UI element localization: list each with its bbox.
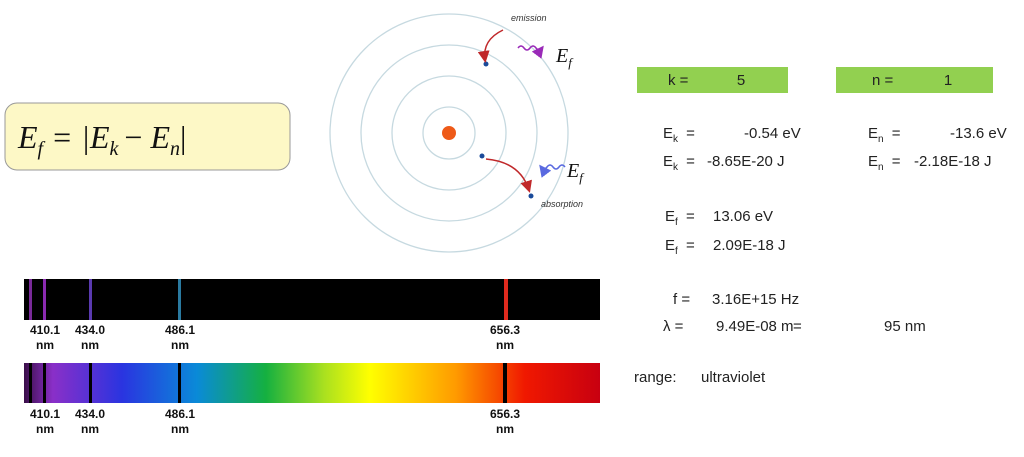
formula-sub: f [38,138,46,160]
spectral-line [504,279,508,320]
equals: = [793,318,802,335]
formula: Ef = |Ek − En| [17,119,186,160]
photon-sub: f [568,55,574,70]
unit-label: nm [171,422,189,436]
k-value: 5 [737,72,745,89]
spectral-line [89,279,92,320]
symbol: E [665,208,675,225]
wavelength-label: 434.0 [75,323,105,337]
formula-part: E [17,119,38,155]
emission-spectrum [24,279,600,320]
subscript: k [673,162,679,173]
n-label: n = [872,72,894,89]
symbol: E [868,125,878,142]
results: Ek = -0.54 eV En = -13.6 eV Ek = -8.65E-20 J E… [663,125,1007,257]
wavelength-label: 410.1 [30,323,60,337]
energy-value: -13.6 eV [950,125,1007,142]
spectrum-labels: 410.1nm434.0nm486.1nm656.3nm410.1nm434.0… [30,323,520,436]
formula-sub: n [170,138,180,160]
energy-label: Ek = [663,153,695,173]
wavelength-label: 486.1 [165,323,195,337]
subscript: f [675,246,678,257]
unit-label: nm [81,338,99,352]
range-label: range: [634,369,677,386]
subscript: n [878,134,884,145]
wavelength-label: λ = [663,318,684,335]
energy-value: -2.18E-18 J [914,153,992,170]
wavelength-label: 410.1 [30,407,60,421]
absorption-line [29,363,32,403]
formula-part: |E [81,119,110,155]
spectral-line [43,279,46,320]
k-box [637,67,788,93]
equals: = [682,125,695,142]
atom-diagram [329,13,569,253]
energy-label: Ek = [663,125,695,145]
formula-part: = [53,119,71,155]
wavelength-nm: 95 nm [884,318,926,335]
photon-e: E [555,45,568,67]
unit-label: nm [81,422,99,436]
freq-value: 3.16E+15 Hz [712,291,799,308]
k-label: k = [668,72,689,89]
spectral-line [29,279,32,320]
wavelength-label: 486.1 [165,407,195,421]
energy-label: Ef = [665,208,695,228]
absorption-line [89,363,92,403]
energy-label: En = [868,153,901,173]
n-box [836,67,993,93]
unit-label: nm [36,338,54,352]
absorption-line [503,363,507,403]
spectral-line [178,279,181,320]
symbol: E [663,153,673,170]
energy-value: -0.54 eV [744,125,801,142]
range-value: ultraviolet [701,369,766,386]
emission-label: emission [511,13,547,23]
absorption-line [43,363,46,403]
symbol: E [663,125,673,142]
photon-e: E [566,160,579,182]
formula-box [4,102,291,171]
equals: = [682,237,695,254]
subscript: k [673,134,679,145]
unit-label: nm [496,338,514,352]
n-value: 1 [944,72,952,89]
equals: = [682,153,695,170]
unit-label: nm [171,338,189,352]
absorption-label: absorption [541,199,583,209]
freq-label: f = [673,291,690,308]
formula-part: − [124,119,142,155]
formula-part: | [180,119,186,155]
absorption-spectrum [24,363,600,403]
equals: = [888,125,901,142]
wavelength-label: 656.3 [490,323,520,337]
subscript: n [878,162,884,173]
formula-part: E [149,119,170,155]
subscript: f [675,217,678,228]
symbol: E [665,237,675,254]
wavelength-label: 656.3 [490,407,520,421]
energy-value: -8.65E-20 J [707,153,785,170]
absorption-line [178,363,181,403]
equals: = [682,208,695,225]
energy-label: Ef = [665,237,695,257]
photon-label: Ef [566,160,585,185]
wavelength-label: 434.0 [75,407,105,421]
energy-label: En = [868,125,901,145]
unit-label: nm [36,422,54,436]
photon-label: Ef [555,45,574,70]
equals: = [888,153,901,170]
photon-sub: f [579,170,585,185]
wavelength-value: 9.49E-08 m [716,318,794,335]
symbol: E [868,153,878,170]
formula-sub: k [110,138,120,160]
unit-label: nm [496,422,514,436]
energy-value: 13.06 eV [713,208,773,225]
energy-value: 2.09E-18 J [713,237,786,254]
